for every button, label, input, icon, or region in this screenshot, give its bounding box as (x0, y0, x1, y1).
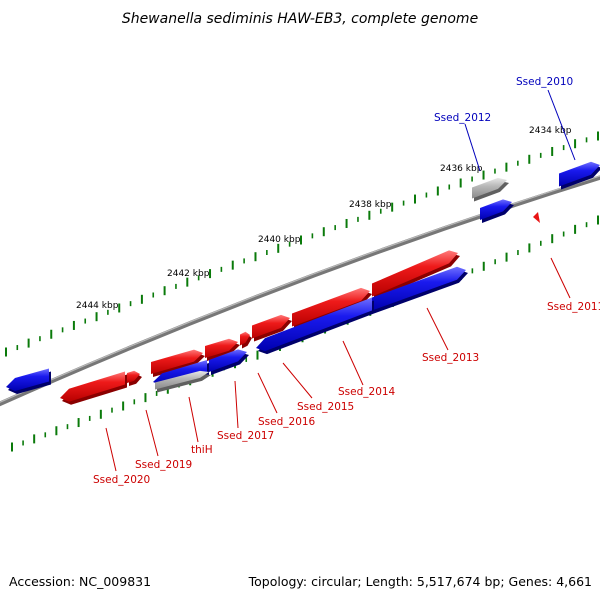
gene-features (6, 161, 600, 405)
kbp-label: 2440 kbp (258, 235, 301, 245)
label-leaders (105, 89, 576, 472)
gene-ssed-2020-feature[interactable] (60, 371, 127, 405)
label-leader-line (426, 307, 449, 351)
label-leader-line (464, 123, 481, 172)
gene-pseudo-feature[interactable] (155, 370, 211, 393)
genome-summary-text: Topology: circular; Length: 5,517,674 bp… (248, 574, 592, 589)
label-leader-line (234, 380, 239, 429)
kbp-label: 2436 kbp (440, 164, 483, 174)
gene-ssed-2011-feature[interactable] (533, 212, 540, 223)
label-leader-line (547, 89, 576, 161)
gene-ssed-2017-feature[interactable] (205, 338, 240, 361)
genome-backbone (0, 175, 600, 407)
kbp-label: 2438 kbp (349, 200, 392, 210)
gene-ssed-2019-feature[interactable] (127, 370, 142, 386)
gene-label-ssed-2020[interactable]: Ssed_2020 (93, 474, 150, 486)
gene-label-thih[interactable]: thiH (191, 444, 213, 456)
label-leader-line (188, 396, 199, 443)
gene-ssed-2013-rev-feature[interactable] (372, 266, 468, 314)
gene-ssed-2015-feature[interactable] (252, 314, 292, 342)
gene-label-ssed-2011[interactable]: Ssed_2011 (547, 301, 600, 313)
backbone-highlight (0, 175, 600, 403)
gene-ssed-2010-feature[interactable] (559, 161, 600, 190)
gene-label-ssed-2012[interactable]: Ssed_2012 (434, 112, 491, 124)
gene-ssed-2012-feature[interactable] (480, 199, 514, 223)
gene-label-ssed-2019[interactable]: Ssed_2019 (135, 459, 192, 471)
gene-ssed-2014-rev-feature[interactable] (256, 297, 374, 355)
label-leader-line (550, 257, 571, 299)
tick-row-outer (5, 131, 599, 357)
feature-body (205, 338, 238, 358)
gene-label-ssed-2016[interactable]: Ssed_2016 (258, 416, 316, 428)
feature-body (60, 371, 125, 402)
feature-body (151, 349, 203, 374)
kbp-label: 2434 kbp (529, 126, 572, 136)
backbone-line (0, 175, 600, 407)
gene-labels: Ssed_2010 Ssed_2011 Ssed_2012 Ssed_2013 … (93, 76, 600, 486)
feature-side (157, 373, 211, 393)
gene-thih-feature[interactable] (151, 349, 205, 377)
feature-body (252, 314, 290, 339)
gene-label-ssed-2014[interactable]: Ssed_2014 (338, 386, 396, 398)
feature-body (153, 360, 207, 386)
gene-left-rev-feature[interactable] (6, 368, 51, 394)
gene-ssed-2016-rev-feature[interactable] (209, 349, 249, 375)
feature-body (372, 266, 466, 311)
kbp-labels: 2434 kbp 2436 kbp 2438 kbp 2440 kbp 2442… (76, 126, 572, 311)
label-leader-line (342, 340, 364, 386)
gene-ssed-2012-pseudo-feature[interactable] (472, 177, 509, 202)
feature-body (209, 349, 247, 372)
gene-label-ssed-2010[interactable]: Ssed_2010 (516, 76, 573, 88)
feature-body (155, 370, 209, 390)
label-leader-line (145, 409, 159, 457)
accession-text: Accession: NC_009831 (9, 574, 151, 589)
feature-body (559, 161, 600, 187)
feature-body (127, 370, 140, 383)
feature-body (6, 368, 49, 391)
gene-ssed-2013-feature[interactable] (372, 250, 460, 300)
gene-label-ssed-2015[interactable]: Ssed_2015 (297, 401, 354, 413)
feature-body (372, 250, 458, 297)
gene-ssed-2016-feature[interactable] (240, 331, 252, 349)
kbp-label: 2444 kbp (76, 301, 119, 311)
feature-body (292, 287, 370, 327)
label-leader-line (105, 427, 117, 472)
label-leader-line (282, 362, 313, 399)
feature-body (256, 297, 372, 352)
kbp-label: 2442 kbp (167, 269, 210, 279)
feature-body (480, 199, 512, 220)
feature-body (240, 331, 250, 346)
feature-body (472, 177, 507, 199)
map-title: Shewanella sediminis HAW-EB3, complete g… (122, 11, 478, 27)
label-leader-line (257, 372, 278, 414)
gene-label-ssed-2013[interactable]: Ssed_2013 (422, 352, 479, 364)
gene-label-ssed-2017[interactable]: Ssed_2017 (217, 430, 274, 442)
